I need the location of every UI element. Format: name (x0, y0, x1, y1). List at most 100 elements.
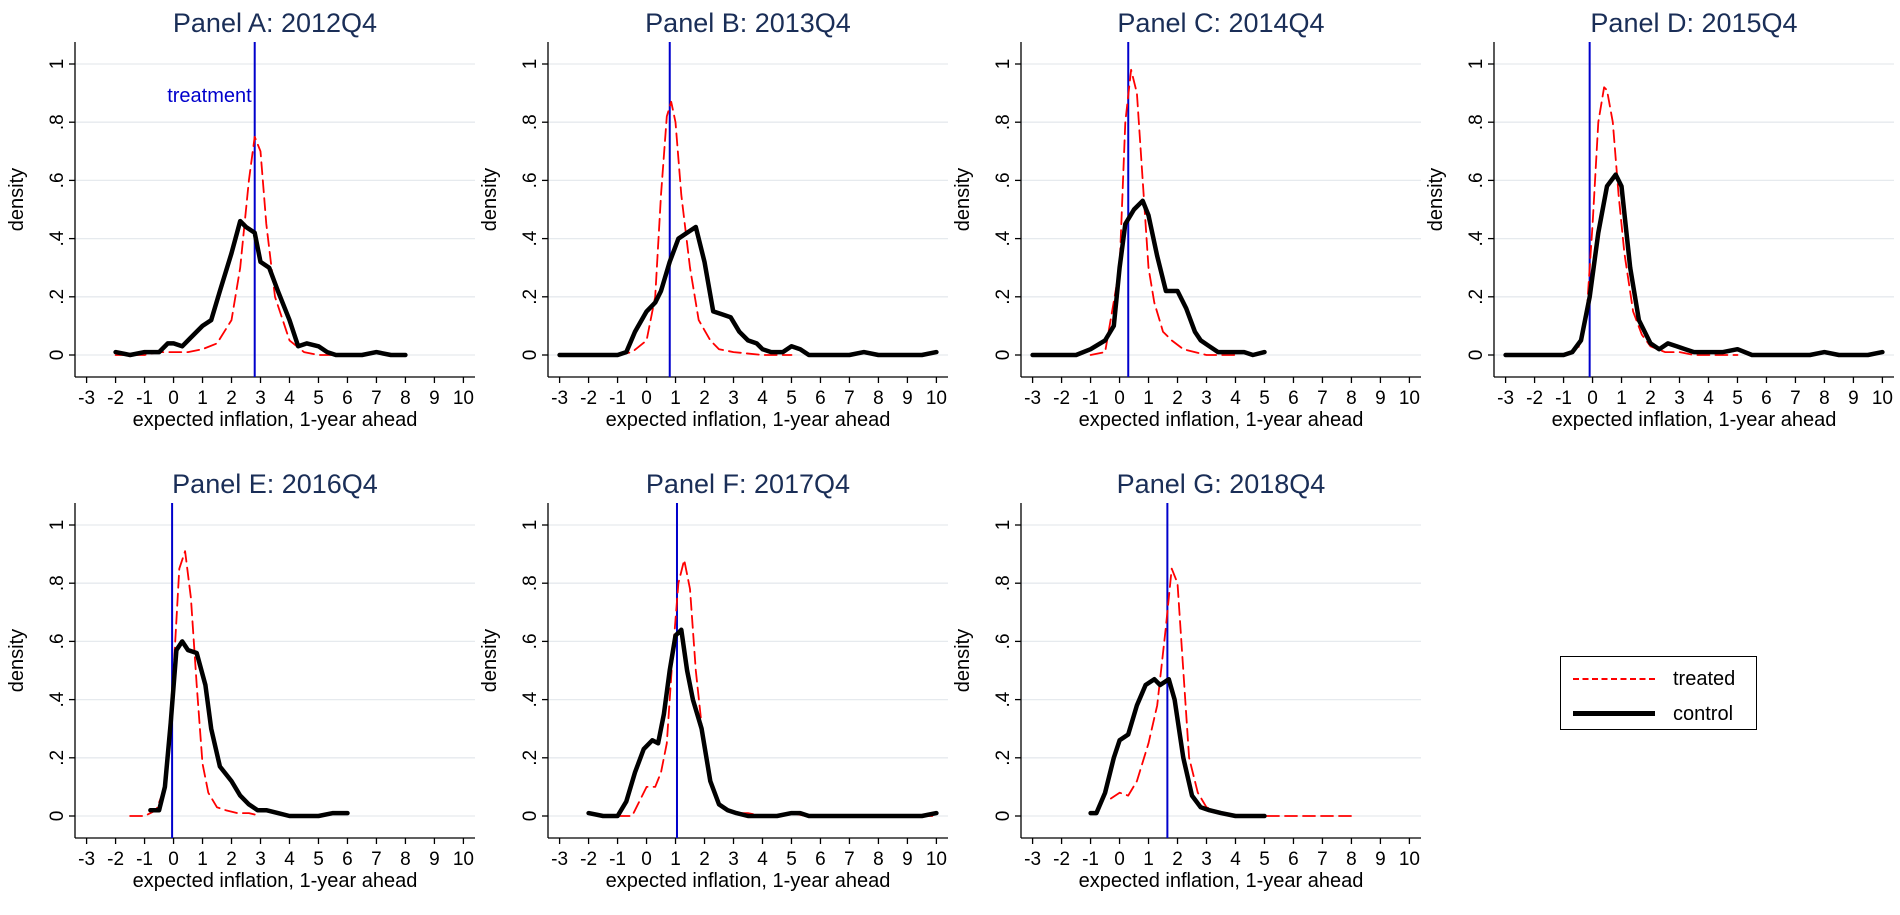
y-tick-label: 0 (47, 350, 68, 361)
x-tick-label: 10 (1872, 388, 1893, 409)
x-tick-label: -2 (1526, 388, 1543, 409)
y-axis-label: density (952, 168, 974, 231)
y-tick-label: 0 (993, 811, 1014, 822)
x-tick-label: 10 (453, 849, 474, 870)
x-tick-label: 3 (728, 849, 739, 870)
x-tick-label: 1 (1616, 388, 1627, 409)
x-tick-label: -1 (136, 849, 153, 870)
x-tick-label: 3 (255, 388, 266, 409)
x-tick-label: 9 (902, 849, 913, 870)
x-tick-label: 7 (1317, 849, 1328, 870)
y-tick-label: .6 (520, 172, 541, 188)
x-tick-label: 2 (1172, 388, 1183, 409)
series-control (148, 639, 350, 819)
x-tick-label: 3 (728, 388, 739, 409)
x-tick-label: 10 (453, 388, 474, 409)
x-tick-label: 4 (1703, 388, 1714, 409)
series-treated (129, 550, 262, 817)
x-tick-label: 0 (168, 388, 179, 409)
x-tick-label: 5 (786, 388, 797, 409)
y-axis-label: density (479, 168, 501, 231)
y-tick-label: 1 (47, 59, 68, 70)
y-tick-label: .4 (520, 230, 541, 246)
y-tick-label: 1 (1466, 59, 1487, 70)
x-tick-label: -2 (580, 849, 597, 870)
x-tick-label: 1 (670, 388, 681, 409)
y-tick-label: 1 (520, 59, 541, 70)
y-tick-label: .4 (520, 691, 541, 707)
y-tick-label: .8 (993, 114, 1014, 130)
series-treated (114, 135, 334, 356)
x-tick-label: 6 (1288, 388, 1299, 409)
x-tick-label: 8 (873, 388, 884, 409)
x-tick-label: 4 (757, 388, 768, 409)
x-tick-label: 0 (641, 849, 652, 870)
y-tick-label: 0 (520, 350, 541, 361)
x-axis-label: expected inflation, 1-year ahead (1552, 409, 1837, 431)
y-tick-label: .4 (47, 230, 68, 246)
x-tick-label: 10 (926, 849, 947, 870)
y-tick-label: .6 (47, 172, 68, 188)
x-tick-label: 9 (429, 849, 440, 870)
x-axis-label: expected inflation, 1-year ahead (1079, 409, 1364, 431)
x-tick-label: -3 (1024, 849, 1041, 870)
y-tick-label: 0 (993, 350, 1014, 361)
x-tick-label: 2 (1645, 388, 1656, 409)
y-tick-label: .8 (47, 575, 68, 591)
y-tick-label: .2 (47, 750, 68, 766)
x-tick-label: -3 (78, 388, 95, 409)
y-tick-label: .2 (520, 750, 541, 766)
x-tick-label: -3 (78, 849, 95, 870)
y-tick-label: .2 (1466, 289, 1487, 305)
x-tick-label: 8 (873, 849, 884, 870)
y-tick-label: .6 (47, 633, 68, 649)
x-tick-label: 7 (1790, 388, 1801, 409)
y-tick-label: .4 (993, 691, 1014, 707)
x-tick-label: 6 (342, 849, 353, 870)
legend: treated control (1560, 656, 1757, 730)
x-tick-label: 6 (1761, 388, 1772, 409)
x-tick-label: 1 (1143, 388, 1154, 409)
x-tick-label: -1 (609, 388, 626, 409)
x-tick-label: 7 (844, 849, 855, 870)
y-tick-label: 1 (520, 520, 541, 531)
series-treated (1110, 567, 1353, 817)
x-tick-label: 3 (1201, 849, 1212, 870)
x-tick-label: 9 (1375, 388, 1386, 409)
x-tick-label: 6 (342, 388, 353, 409)
x-tick-label: 10 (926, 388, 947, 409)
x-tick-label: 10 (1399, 388, 1420, 409)
x-tick-label: -1 (1082, 849, 1099, 870)
x-tick-label: 5 (1259, 388, 1270, 409)
x-tick-label: 9 (429, 388, 440, 409)
y-tick-label: 1 (993, 59, 1014, 70)
series-control (586, 627, 939, 819)
x-tick-label: -1 (1555, 388, 1572, 409)
panel-title: Panel E: 2016Q4 (172, 469, 378, 499)
x-tick-label: 1 (197, 388, 208, 409)
y-tick-label: 1 (47, 520, 68, 531)
x-tick-label: -1 (136, 388, 153, 409)
x-tick-label: 5 (786, 849, 797, 870)
x-tick-label: 7 (371, 849, 382, 870)
y-tick-label: .4 (47, 691, 68, 707)
x-tick-label: 8 (1819, 388, 1830, 409)
x-tick-label: 2 (699, 388, 710, 409)
y-axis-label: density (6, 629, 28, 692)
y-tick-label: .2 (993, 289, 1014, 305)
x-tick-label: -3 (1497, 388, 1514, 409)
x-tick-label: 5 (1732, 388, 1743, 409)
x-tick-label: 3 (1201, 388, 1212, 409)
y-tick-label: .8 (520, 114, 541, 130)
x-tick-label: 7 (371, 388, 382, 409)
x-tick-label: 8 (1346, 849, 1357, 870)
y-tick-label: .6 (993, 633, 1014, 649)
x-tick-label: 8 (1346, 388, 1357, 409)
x-tick-label: 4 (757, 849, 768, 870)
y-tick-label: 0 (1466, 350, 1487, 361)
